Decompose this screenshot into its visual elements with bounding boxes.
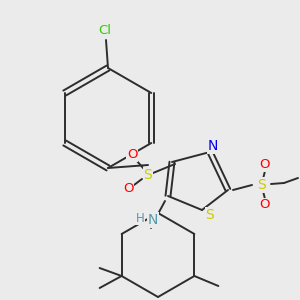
Text: Cl: Cl [98,23,112,37]
Text: N: N [148,213,158,227]
Text: S: S [258,178,266,192]
Text: O: O [127,148,137,161]
Text: N: N [208,139,218,153]
Text: S: S [144,168,152,182]
Text: S: S [206,208,214,222]
Text: H: H [136,212,144,224]
Text: O: O [123,182,133,196]
Text: O: O [260,158,270,172]
Text: O: O [260,199,270,212]
